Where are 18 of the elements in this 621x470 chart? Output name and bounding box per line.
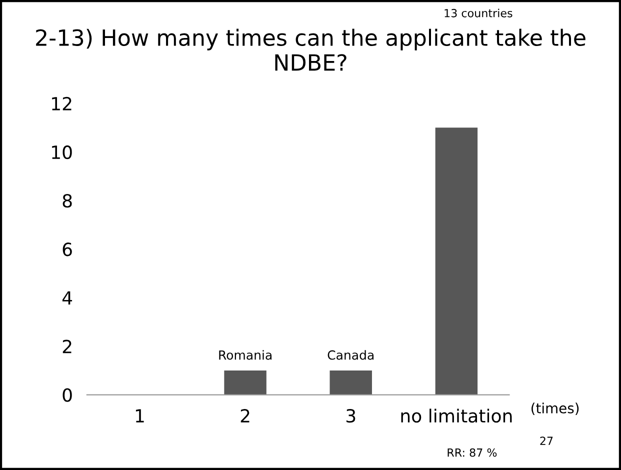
y-tick-label: 6 (62, 242, 72, 256)
annotation: Romania (219, 350, 272, 360)
chart-title: 2-13) How many times can the applicant take the NDBE? (36, 28, 586, 71)
y-tick-label: 8 (62, 194, 72, 208)
text: 13 countries (444, 8, 512, 18)
y-tick-label: 10 (52, 145, 72, 160)
text: 27 (540, 436, 553, 445)
y-tick-label: 2 (62, 340, 72, 354)
y-tick-label: 12 (52, 96, 72, 110)
y-tick-label: 0 (62, 388, 72, 402)
x-axis-title: (times) (532, 402, 579, 416)
x-tick-label: 3 (346, 409, 356, 423)
x-tick-label: 1 (136, 409, 144, 422)
text: RR: 87 % (448, 448, 497, 457)
y-tick-label: 4 (62, 291, 72, 305)
x-tick-label: no limitation (401, 408, 512, 423)
x-tick-label: 2 (240, 409, 250, 422)
annotation: Canada (328, 350, 374, 360)
